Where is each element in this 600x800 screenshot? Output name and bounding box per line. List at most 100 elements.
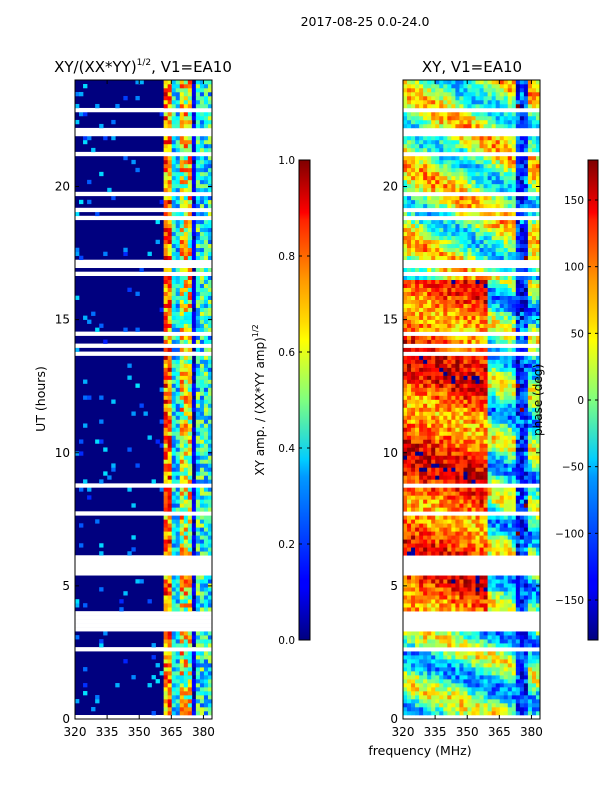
right-heatmap-cell [463,503,468,508]
right-heatmap-cell [495,711,501,716]
right-heatmap-cell [411,363,416,368]
right-heatmap-cell [487,467,492,472]
right-heatmap-cell [507,403,513,408]
right-heatmap-cell [443,699,448,704]
right-heatmap-cell [463,399,468,404]
right-heatmap-cell [467,547,472,552]
right-heatmap-cell [499,575,505,580]
right-heatmap-cell [511,515,517,520]
right-heatmap-cell [423,523,428,528]
right-heatmap-cell [403,423,408,428]
right-heatmap-cell [455,315,460,320]
right-heatmap-cell [479,323,484,328]
right-heatmap-cell [411,379,416,384]
right-heatmap-cell [531,659,537,664]
right-heatmap-cell [527,531,533,536]
right-heatmap-cell [515,643,521,648]
right-heatmap-cell [515,371,521,376]
right-heatmap-cell [503,359,509,364]
right-heatmap-cell [463,655,468,660]
left-heatmap-cell [187,535,193,540]
left-heatmap-cell [183,679,189,684]
left-heatmap-cell [195,583,201,588]
right-heatmap-cell [431,679,436,684]
right-heatmap-cell [427,399,432,404]
right-heatmap-cell [495,431,501,436]
right-heatmap-cell [511,655,517,660]
right-heatmap-cell [443,703,448,708]
right-heatmap-cell [407,439,412,444]
right-heatmap-cell [435,391,440,396]
right-heatmap-cell [483,355,488,360]
left-heatmap-cell [163,575,168,580]
right-heatmap-cell [527,467,533,472]
left-heatmap-cell [199,455,205,460]
right-heatmap-cell [459,663,464,668]
right-heatmap-cell [491,303,496,308]
right-heatmap-cell [447,675,452,680]
left-heatmap-cell [207,547,213,552]
left-heatmap-cell [171,171,177,177]
left-heatmap-cell [175,455,181,460]
right-heatmap-cell [423,651,428,656]
right-heatmap-cell [407,495,412,500]
left-heatmap-cell [147,599,152,604]
left-heatmap-cell [175,303,181,308]
left-heatmap-cell [171,539,177,544]
right-heatmap-cell [515,471,521,476]
left-heatmap-cell [163,99,168,105]
left-flagged-row [75,611,212,616]
right-heatmap-cell [415,371,420,376]
right-heatmap-cell [523,479,529,484]
left-heatmap-cell [207,467,213,472]
left-heatmap-cell [163,683,168,688]
right-heatmap-cell [427,311,432,316]
right-heatmap-cell [499,347,505,352]
right-heatmap-cell [487,283,492,288]
right-heatmap-cell [531,303,537,308]
right-heatmap-cell [459,503,464,508]
left-heatmap-cell [163,275,168,280]
left-heatmap-cell [171,115,177,121]
right-heatmap-cell [407,367,412,372]
right-heatmap-cell [435,655,440,660]
right-heatmap-cell [483,311,488,316]
right-heatmap-cell [531,663,537,668]
left-heatmap-cell [199,547,205,552]
right-heatmap-cell [403,499,408,504]
left-heatmap-cell [203,355,209,360]
right-heatmap-cell [511,407,517,412]
right-heatmap-cell [419,311,424,316]
left-heatmap-cell [183,507,189,512]
left-heatmap-cell [175,199,181,205]
right-heatmap-cell [527,595,533,600]
right-heatmap-cell [531,459,537,464]
left-heatmap-cell [199,503,205,508]
left-heatmap-cell [191,575,197,580]
right-heatmap-cell [499,507,505,512]
left-flagged-row [75,623,212,628]
right-heatmap-cell [451,315,456,320]
right-heatmap-cell [519,303,525,308]
right-heatmap-cell [439,431,444,436]
left-heatmap-cell [171,495,177,500]
left-heatmap-cell [131,159,136,165]
right-heatmap-cell [503,683,509,688]
right-heatmap-cell [499,519,505,524]
right-heatmap-cell [527,427,533,432]
left-heatmap-cell [183,227,189,233]
right-heatmap-cell [487,451,492,456]
left-heatmap-cell [199,283,205,288]
right-heatmap-cell [455,639,460,644]
right-heatmap-cell [423,635,428,640]
left-heatmap-cell [195,587,201,592]
right-heatmap-cell [455,663,460,668]
left-heatmap-cell [195,227,201,233]
right-heatmap-cell [447,275,452,280]
right-heatmap-cell [507,287,513,292]
right-heatmap-cell [463,595,468,600]
right-heatmap-cell [527,551,533,556]
right-heatmap-cell [455,427,460,432]
right-heatmap-cell [427,295,432,300]
left-heatmap-cell [171,163,177,169]
